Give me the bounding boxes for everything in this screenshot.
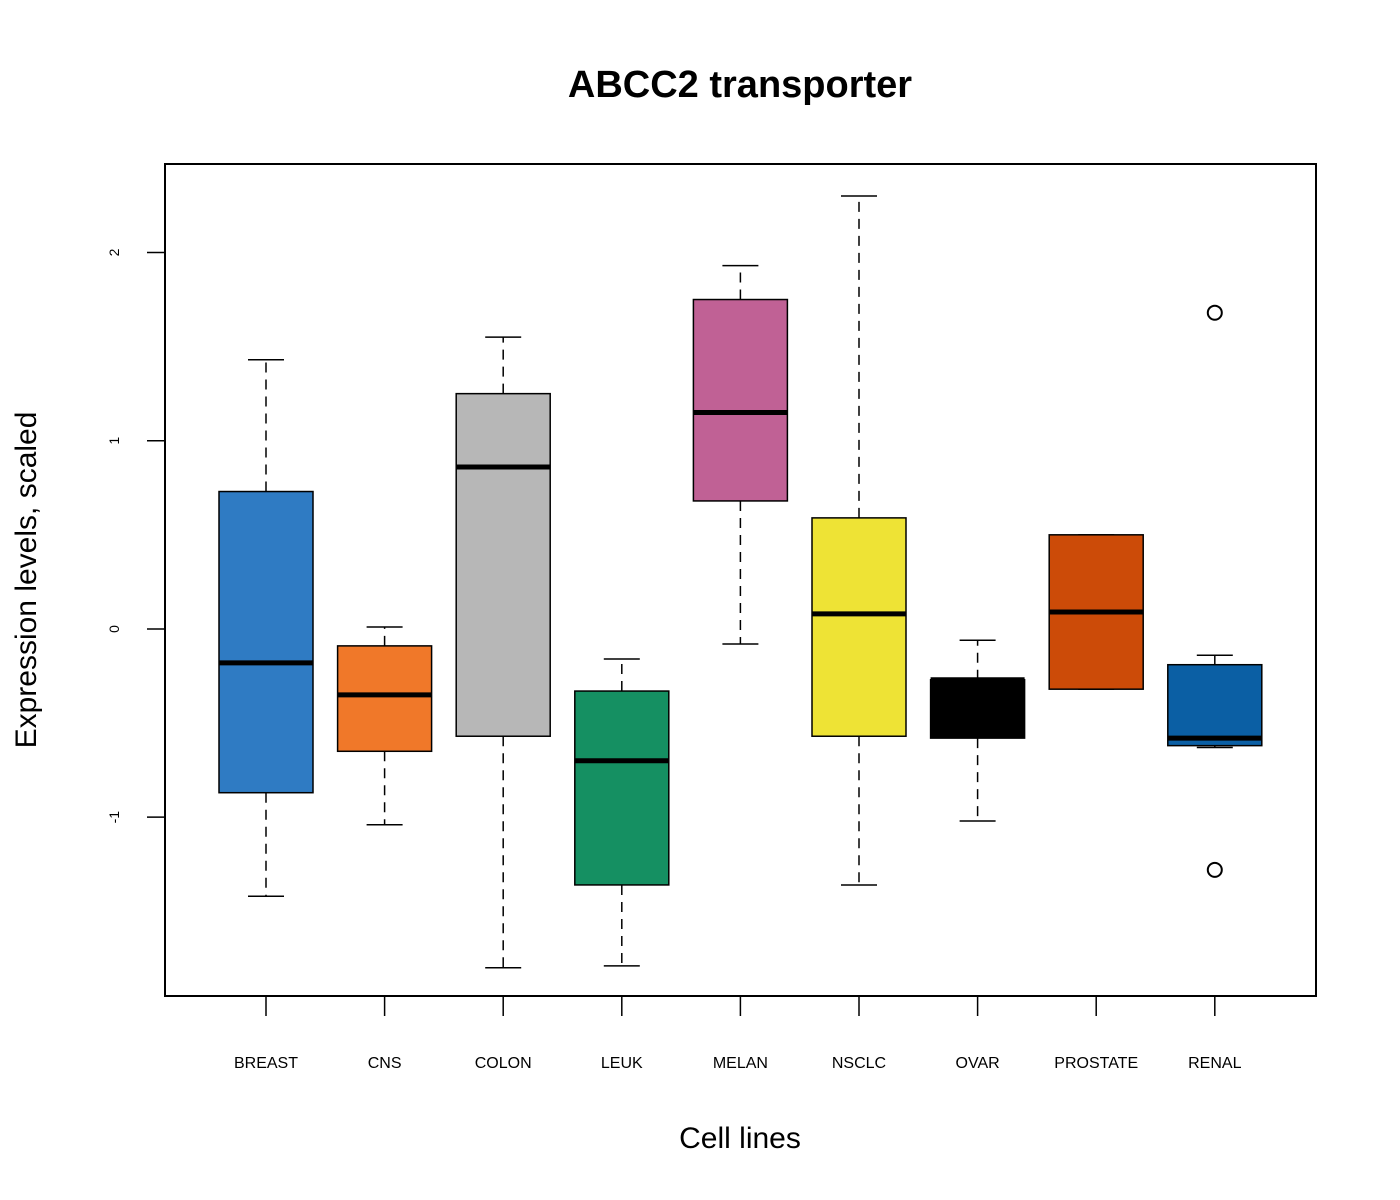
box-leuk — [574, 658, 670, 967]
y-axis-label: Expression levels, scaled — [10, 412, 43, 749]
box-body — [574, 690, 670, 886]
y-tick-label: 1 — [106, 437, 122, 445]
box-body — [218, 490, 314, 794]
y-tick-label: 2 — [106, 248, 122, 256]
y-tick-label: -1 — [106, 811, 122, 824]
box-breast — [218, 359, 314, 897]
box-body — [811, 517, 907, 737]
box-renal — [1167, 304, 1263, 878]
outlier-point — [1206, 861, 1223, 878]
box-colon — [455, 336, 551, 969]
x-tick-label: LEUK — [601, 1055, 643, 1072]
box-body — [336, 645, 433, 753]
x-tick-label: MELAN — [713, 1055, 768, 1072]
x-tick-label: OVAR — [956, 1055, 1000, 1072]
y-axis: -1 0 1 2 — [106, 248, 165, 823]
box-ovar — [929, 639, 1026, 822]
box-body — [455, 392, 551, 737]
boxes-group — [218, 195, 1263, 969]
x-tick-label: COLON — [475, 1055, 532, 1072]
x-tick-label: NSCLC — [832, 1055, 886, 1072]
box-melan — [692, 264, 789, 645]
box-prostate — [1048, 534, 1144, 690]
box-body — [1167, 663, 1263, 747]
x-tick-label: CNS — [368, 1055, 402, 1072]
x-tick-label: RENAL — [1188, 1055, 1241, 1072]
box-body — [929, 679, 1026, 739]
box-nsclc — [811, 195, 907, 886]
box-cns — [336, 626, 433, 826]
box-body — [692, 298, 789, 502]
x-tick-label: BREAST — [234, 1055, 298, 1072]
y-tick-label: 0 — [106, 625, 122, 633]
x-axis: BREAST CNS COLON LEUK MELAN NSCLC OVAR PROSTATE… — [234, 996, 1242, 1072]
chart-title: ABCC2 transporter — [568, 64, 912, 106]
x-tick-label: PROSTATE — [1054, 1055, 1138, 1072]
outlier-point — [1206, 304, 1223, 321]
x-axis-label: Cell lines — [679, 1122, 801, 1155]
